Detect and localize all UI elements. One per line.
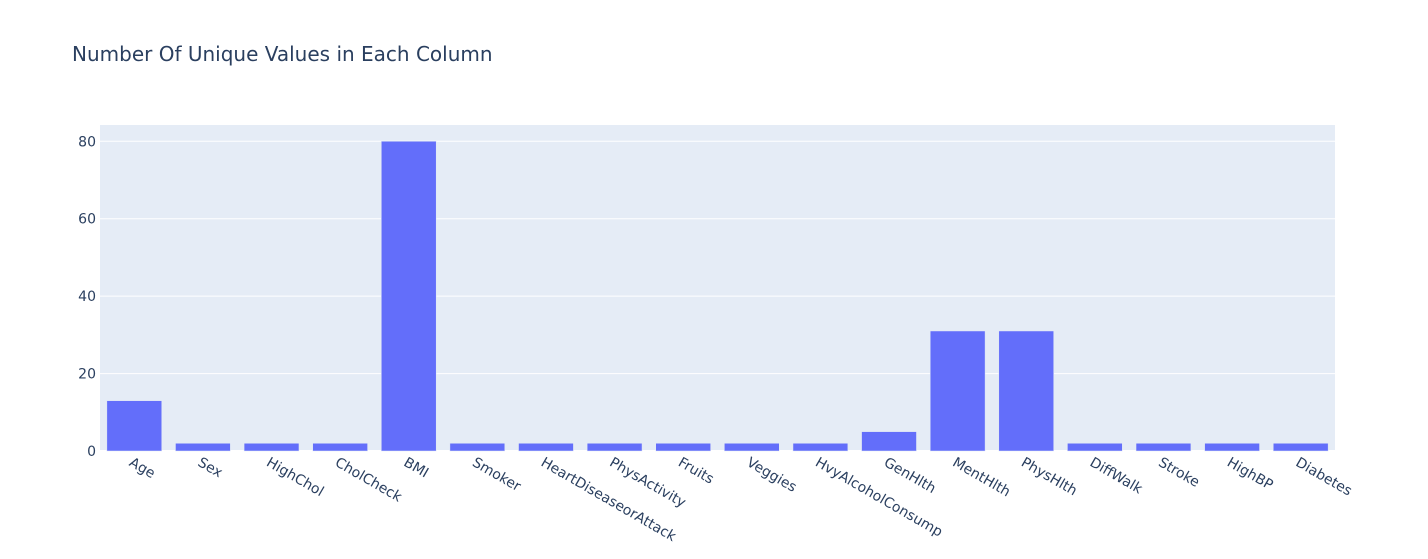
y-axis-ticks: 0 20 40 60 80 [78, 134, 96, 460]
y-tick-label: 0 [87, 444, 96, 460]
bar-age [106, 400, 163, 452]
x-tick-label: DiffWalk [1087, 455, 1146, 498]
x-tick-label: HvyAlcoholConsump [812, 455, 945, 541]
x-tick-label: HighBP [1224, 455, 1276, 494]
bar-diffwalk [1067, 443, 1123, 452]
x-tick-label: Smoker [469, 455, 523, 496]
bar-sex [175, 443, 231, 452]
x-tick-label: GenHlth [881, 455, 938, 497]
x-tick-label: Diabetes [1293, 455, 1355, 500]
y-tick-label: 40 [78, 289, 96, 305]
bar-genhlth [861, 431, 917, 452]
bar-physactivity [586, 443, 643, 452]
bar-series [106, 141, 1329, 452]
x-tick-label: Stroke [1155, 455, 1202, 491]
x-tick-label: PhysHlth [1018, 455, 1079, 500]
x-tick-label: Age [126, 455, 157, 482]
bar-fruits [655, 443, 711, 452]
plot-background [100, 125, 1335, 451]
y-tick-label: 80 [78, 134, 96, 150]
x-tick-label: Veggies [744, 455, 799, 496]
bar-physhlth [998, 330, 1054, 452]
bar-diabetes [1273, 443, 1329, 452]
bar-smoker [449, 443, 506, 452]
x-tick-label: HighChol [264, 455, 327, 500]
bar-stroke [1135, 443, 1192, 452]
bar-hvyalcoholconsump [792, 443, 849, 452]
x-tick-label: Fruits [675, 455, 716, 488]
bar-bmi [381, 141, 437, 452]
bar-menthlth [929, 330, 986, 452]
bar-highchol [243, 443, 300, 452]
bar-veggies [724, 443, 780, 452]
x-tick-label: MentHlth [950, 455, 1013, 501]
bar-highbp [1204, 443, 1260, 452]
y-tick-label: 60 [78, 212, 96, 228]
grid-lines [100, 140, 1335, 452]
bar-heartdiseaseorattack [518, 443, 574, 452]
y-tick-label: 20 [78, 367, 96, 383]
bar-cholcheck [312, 443, 368, 452]
x-tick-label: CholCheck [332, 455, 405, 506]
x-tick-label: Sex [195, 455, 225, 482]
chart-title: Number Of Unique Values in Each Column [72, 42, 493, 66]
x-tick-label: BMI [401, 455, 431, 482]
